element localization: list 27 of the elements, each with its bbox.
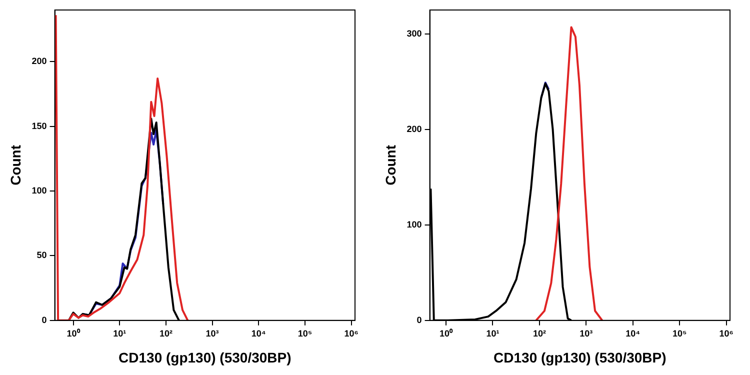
x-tick-label: 10⁶ <box>344 328 358 338</box>
y-tick-label: 0 <box>416 314 422 325</box>
y-tick-label: 50 <box>36 250 47 260</box>
y-axis-title: Count <box>7 144 24 186</box>
x-tick-label: 10² <box>159 328 172 338</box>
x-axis-title: CD130 (gp130) (530/30BP) <box>494 349 666 366</box>
y-axis-title: Count <box>382 144 398 186</box>
x-tick-label: 10⁰ <box>440 328 454 338</box>
y-tick-label: 100 <box>32 186 47 196</box>
x-axis-title: CD130 (gp130) (530/30BP) <box>118 349 292 366</box>
y-tick-label: 300 <box>406 28 422 38</box>
x-tick-label: 10¹ <box>486 328 500 338</box>
y-tick-label: 200 <box>32 56 47 66</box>
x-tick-label: 10⁴ <box>251 328 266 338</box>
y-tick-label: 200 <box>406 124 422 134</box>
x-tick-label: 10³ <box>206 328 219 338</box>
x-tick-label: 10² <box>532 328 546 338</box>
x-tick-label: 10⁵ <box>298 328 312 338</box>
x-tick-label: 10¹ <box>113 328 126 338</box>
y-tick-label: 0 <box>42 314 47 325</box>
x-tick-label: 10⁵ <box>672 328 687 338</box>
x-tick-label: 10⁴ <box>626 328 640 338</box>
x-tick-label: 10⁶ <box>719 328 734 338</box>
x-tick-label: 10⁰ <box>66 328 81 338</box>
y-tick-label: 100 <box>406 219 422 230</box>
y-tick-label: 150 <box>32 120 47 131</box>
x-tick-label: 10³ <box>580 328 593 338</box>
